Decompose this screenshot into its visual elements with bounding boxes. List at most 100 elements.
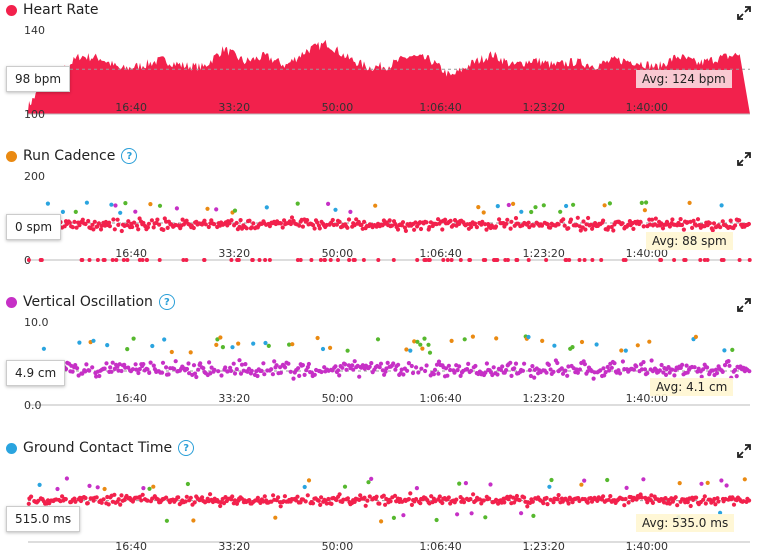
data-point — [443, 366, 449, 371]
data-point — [181, 258, 186, 262]
data-point — [526, 220, 531, 225]
data-point — [579, 482, 584, 487]
data-point — [493, 224, 499, 229]
data-point — [698, 258, 703, 262]
data-point — [375, 337, 381, 342]
help-icon[interactable]: ? — [178, 440, 195, 456]
data-point — [383, 502, 388, 507]
data-point — [232, 498, 238, 503]
data-point — [623, 496, 628, 502]
data-point — [641, 224, 646, 229]
data-point — [297, 373, 302, 378]
data-point — [334, 497, 339, 503]
x-tick-label: 33:20 — [218, 247, 250, 260]
data-point — [87, 368, 92, 373]
data-point — [141, 362, 146, 367]
data-point — [502, 500, 507, 505]
data-point — [378, 361, 384, 366]
help-icon[interactable]: ? — [121, 148, 138, 164]
data-point — [331, 222, 336, 228]
x-tick-label: 1:40:00 — [626, 101, 668, 114]
data-point — [694, 223, 699, 228]
data-point — [733, 223, 738, 228]
data-point — [395, 227, 401, 232]
data-point — [609, 224, 614, 230]
data-point — [452, 370, 457, 375]
data-point — [157, 222, 162, 227]
expand-icon[interactable] — [737, 444, 751, 458]
data-point — [319, 369, 324, 375]
data-point — [374, 494, 379, 499]
data-point — [473, 221, 478, 226]
data-point — [607, 201, 613, 206]
data-point — [720, 219, 725, 224]
data-point — [505, 217, 510, 222]
data-point — [333, 364, 338, 369]
data-point — [139, 498, 144, 503]
data-point — [306, 478, 312, 483]
data-point — [174, 206, 179, 211]
ground-contact-time-average: Avg: 535.0 ms — [636, 514, 735, 532]
data-point — [272, 359, 277, 364]
data-point — [581, 219, 586, 224]
x-tick-label: 50:00 — [322, 247, 354, 260]
data-point — [429, 494, 434, 499]
data-point — [416, 370, 421, 375]
data-point — [529, 209, 534, 215]
expand-icon[interactable] — [737, 6, 751, 20]
data-point — [644, 200, 649, 205]
data-point — [255, 373, 260, 379]
y-tick-label: 100 — [24, 108, 45, 121]
data-point — [108, 365, 113, 370]
data-point — [552, 343, 557, 348]
x-tick-label: 50:00 — [322, 392, 354, 405]
data-point — [201, 366, 206, 371]
data-point — [337, 373, 342, 378]
data-point — [412, 339, 417, 344]
data-point — [582, 258, 587, 262]
expand-icon[interactable] — [737, 298, 751, 312]
data-point — [87, 258, 92, 262]
data-point — [366, 480, 371, 485]
data-point — [322, 258, 327, 262]
data-point — [125, 347, 130, 352]
data-point — [710, 228, 715, 233]
data-point — [457, 481, 462, 486]
data-point — [426, 342, 431, 347]
data-point — [60, 209, 65, 214]
data-point — [570, 500, 575, 505]
data-point — [73, 499, 78, 504]
data-point — [326, 201, 331, 206]
data-point — [437, 494, 442, 499]
data-point — [359, 222, 364, 227]
data-point — [591, 376, 596, 381]
run-cadence-legend-dot — [6, 150, 17, 162]
data-point — [312, 226, 317, 231]
data-point — [345, 225, 350, 230]
x-tick-label: 1:23:20 — [523, 247, 565, 260]
expand-icon[interactable] — [737, 152, 751, 166]
data-point — [247, 498, 252, 503]
data-point — [287, 342, 292, 347]
data-point — [133, 362, 138, 367]
data-point — [650, 500, 656, 505]
data-point — [519, 511, 524, 516]
run-cadence-title-row: Run Cadence ? — [6, 148, 138, 164]
data-point — [126, 219, 131, 224]
data-point — [70, 369, 75, 374]
data-point — [84, 362, 89, 367]
data-point — [427, 350, 433, 355]
data-point — [680, 362, 685, 367]
data-point — [577, 498, 582, 504]
data-point — [295, 201, 300, 206]
data-point — [136, 370, 141, 376]
data-point — [29, 494, 34, 499]
data-point — [539, 223, 545, 228]
data-point — [412, 227, 417, 232]
data-point — [555, 360, 560, 366]
help-icon[interactable]: ? — [158, 294, 175, 310]
data-point — [484, 361, 489, 366]
data-point — [361, 258, 366, 262]
data-point — [660, 226, 666, 231]
